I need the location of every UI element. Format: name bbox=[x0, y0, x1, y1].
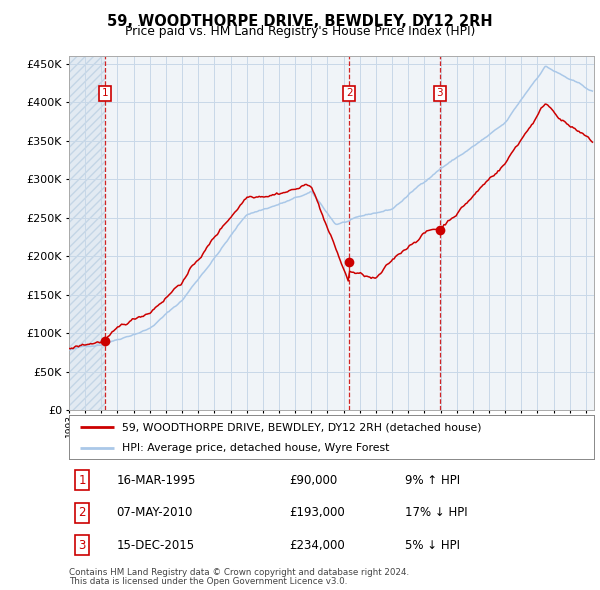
Text: 59, WOODTHORPE DRIVE, BEWDLEY, DY12 2RH: 59, WOODTHORPE DRIVE, BEWDLEY, DY12 2RH bbox=[107, 14, 493, 28]
Text: £90,000: £90,000 bbox=[290, 474, 338, 487]
Text: 16-MAR-1995: 16-MAR-1995 bbox=[116, 474, 196, 487]
Text: £193,000: £193,000 bbox=[290, 506, 345, 519]
Text: This data is licensed under the Open Government Licence v3.0.: This data is licensed under the Open Gov… bbox=[69, 577, 347, 586]
Text: £234,000: £234,000 bbox=[290, 539, 345, 552]
Text: 1: 1 bbox=[101, 88, 108, 98]
Text: 2: 2 bbox=[79, 506, 86, 519]
Text: 3: 3 bbox=[79, 539, 86, 552]
Text: 59, WOODTHORPE DRIVE, BEWDLEY, DY12 2RH (detached house): 59, WOODTHORPE DRIVE, BEWDLEY, DY12 2RH … bbox=[121, 422, 481, 432]
Text: HPI: Average price, detached house, Wyre Forest: HPI: Average price, detached house, Wyre… bbox=[121, 442, 389, 453]
Text: 5% ↓ HPI: 5% ↓ HPI bbox=[405, 539, 460, 552]
Text: 17% ↓ HPI: 17% ↓ HPI bbox=[405, 506, 467, 519]
Text: 3: 3 bbox=[437, 88, 443, 98]
Text: 1: 1 bbox=[79, 474, 86, 487]
Text: 07-MAY-2010: 07-MAY-2010 bbox=[116, 506, 193, 519]
Text: Price paid vs. HM Land Registry's House Price Index (HPI): Price paid vs. HM Land Registry's House … bbox=[125, 25, 475, 38]
Text: 2: 2 bbox=[346, 88, 353, 98]
Text: 9% ↑ HPI: 9% ↑ HPI bbox=[405, 474, 460, 487]
Text: 15-DEC-2015: 15-DEC-2015 bbox=[116, 539, 194, 552]
Text: Contains HM Land Registry data © Crown copyright and database right 2024.: Contains HM Land Registry data © Crown c… bbox=[69, 568, 409, 576]
